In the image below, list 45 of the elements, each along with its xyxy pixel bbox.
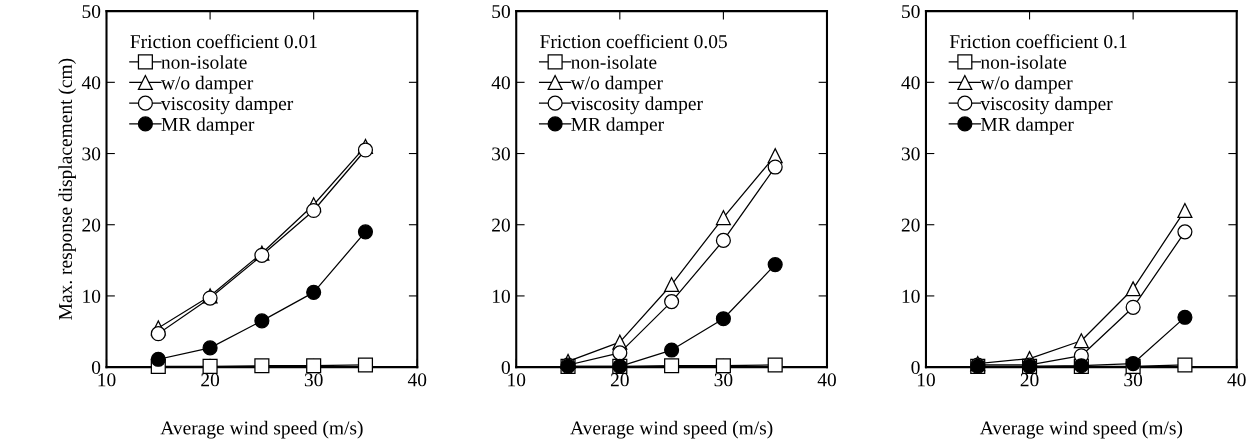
y-tick-label: 20 (82, 218, 101, 232)
legend-label: viscosity damper (160, 96, 294, 115)
x-axis-title: Average wind speed (m/s) (160, 420, 363, 439)
legend-title: Friction coefficient 0.05 (540, 34, 727, 49)
x-tick-label: 40 (817, 373, 836, 387)
x-axis-title: Average wind speed (m/s) (979, 420, 1183, 439)
y-tick-label: 30 (901, 147, 920, 161)
x-tick-label: 10 (98, 373, 116, 387)
y-tick-label: 0 (91, 360, 101, 375)
x-tick-label: 30 (714, 373, 733, 387)
x-tick-label: 10 (917, 373, 935, 387)
x-tick-label: 30 (304, 373, 323, 387)
y-tick-label: 20 (492, 218, 510, 232)
legend-label: w/o damper (980, 75, 1073, 94)
legend-label: non-isolate (571, 55, 657, 69)
legend-label: MR damper (980, 117, 1074, 135)
legend-title: Friction coefficient 0.1 (949, 34, 1127, 49)
x-tick-label: 10 (508, 373, 526, 387)
legend-label: viscosity damper (980, 96, 1113, 115)
y-tick-label: 0 (501, 360, 510, 375)
y-axis-title: Max. response displacement (cm) (58, 58, 76, 320)
y-tick-label: 50 (82, 4, 101, 19)
y-tick-label: 30 (82, 147, 101, 161)
y-tick-label: 10 (492, 289, 510, 303)
legend-label: viscosity damper (570, 96, 703, 115)
x-tick-label: 40 (407, 373, 427, 387)
y-tick-label: 20 (901, 218, 920, 232)
y-tick-label: 40 (491, 76, 510, 90)
y-tick-label: 50 (492, 4, 510, 19)
legend-label: w/o damper (160, 75, 254, 94)
legend-label: MR damper (161, 117, 255, 135)
y-tick-label: 40 (901, 76, 920, 90)
y-tick-label: 40 (81, 76, 101, 90)
y-tick-label: 0 (911, 360, 920, 375)
legend-label: w/o damper (570, 75, 663, 94)
legend-label: non-isolate (161, 55, 247, 69)
y-tick-label: 50 (902, 4, 920, 19)
legend-label: non-isolate (980, 55, 1067, 69)
y-tick-label: 30 (492, 147, 510, 161)
legend-title: Friction coefficient 0.01 (130, 34, 317, 49)
legend-label: MR damper (571, 117, 664, 135)
y-tick-label: 10 (83, 289, 101, 303)
x-tick-label: 40 (1227, 373, 1246, 387)
y-tick-label: 10 (902, 289, 920, 303)
x-axis-title: Average wind speed (m/s) (570, 420, 773, 439)
